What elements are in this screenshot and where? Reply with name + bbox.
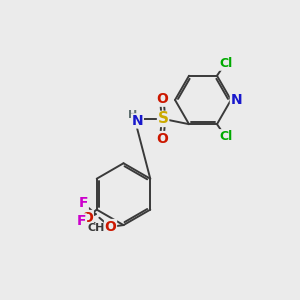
Text: O: O xyxy=(157,132,169,145)
Text: Cl: Cl xyxy=(219,130,232,143)
Text: O: O xyxy=(157,92,169,106)
Text: S: S xyxy=(158,111,169,126)
Text: N: N xyxy=(230,93,242,107)
Text: N: N xyxy=(132,114,143,128)
Text: O: O xyxy=(105,220,116,234)
Text: H: H xyxy=(128,110,137,120)
Text: F: F xyxy=(79,196,88,210)
Text: O: O xyxy=(81,211,93,225)
Text: Cl: Cl xyxy=(219,57,232,70)
Text: CH₃: CH₃ xyxy=(88,224,110,233)
Text: F: F xyxy=(77,214,86,228)
